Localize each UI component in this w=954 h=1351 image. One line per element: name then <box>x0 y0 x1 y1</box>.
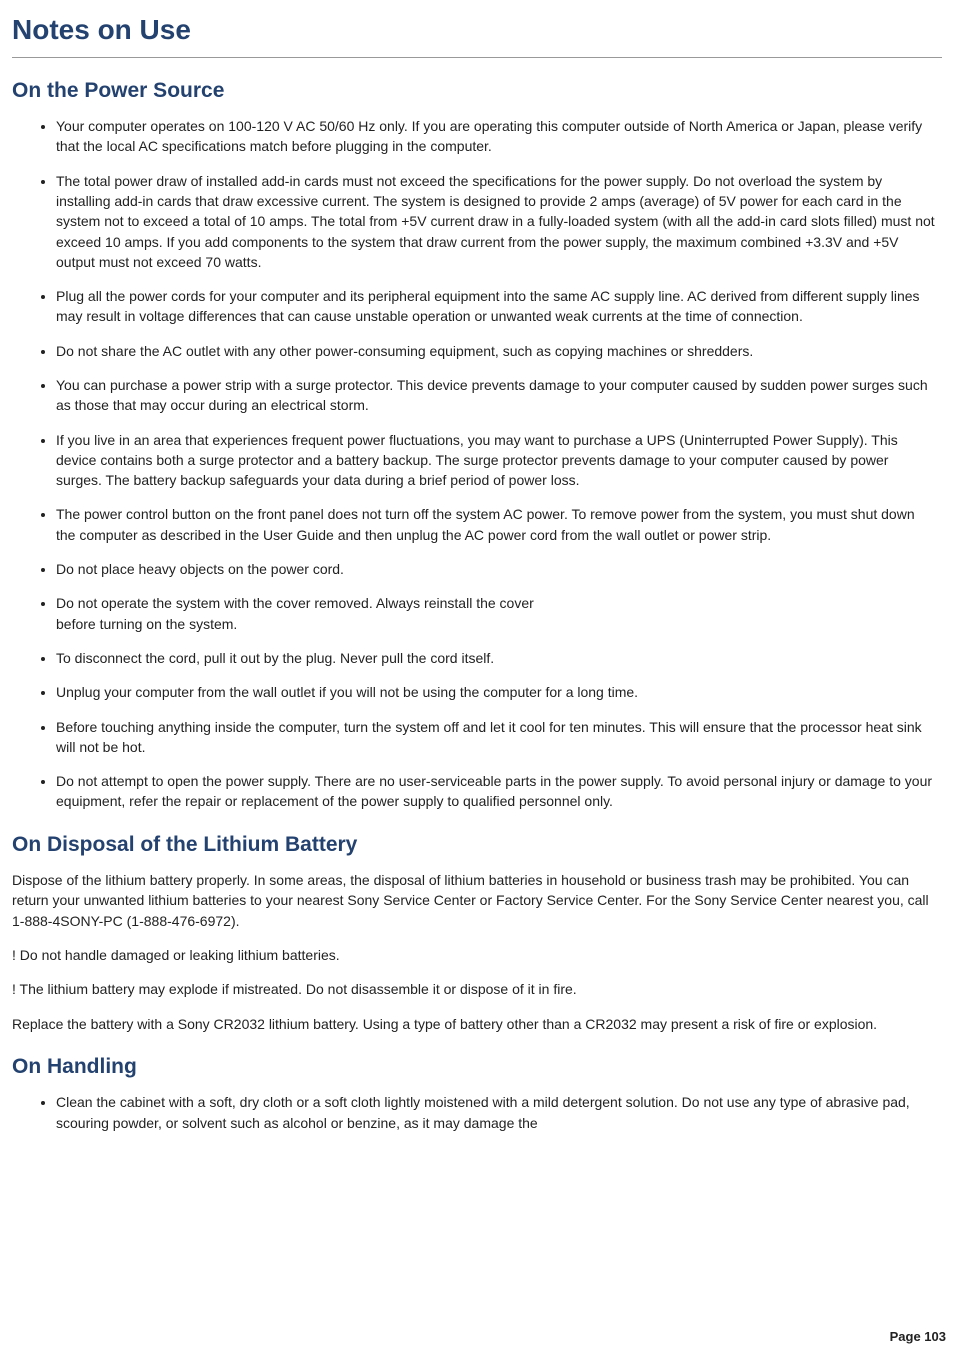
power-bullets: Your computer operates on 100-120 V AC 5… <box>12 116 942 812</box>
handling-bullets: Clean the cabinet with a soft, dry cloth… <box>12 1092 942 1133</box>
battery-para: Replace the battery with a Sony CR2032 l… <box>12 1014 942 1034</box>
section-heading-battery: On Disposal of the Lithium Battery <box>12 830 942 860</box>
list-item: Before touching anything inside the comp… <box>56 717 942 758</box>
list-item: To disconnect the cord, pull it out by t… <box>56 648 582 668</box>
section-heading-handling: On Handling <box>12 1052 942 1082</box>
list-item: Do not attempt to open the power supply.… <box>56 771 942 812</box>
page-title: Notes on Use <box>12 10 942 53</box>
list-item: Unplug your computer from the wall outle… <box>56 682 942 702</box>
battery-para: ! The lithium battery may explode if mis… <box>12 979 632 999</box>
list-item: You can purchase a power strip with a su… <box>56 375 942 416</box>
section-heading-power: On the Power Source <box>12 76 942 106</box>
battery-para: ! Do not handle damaged or leaking lithi… <box>12 945 942 965</box>
list-item: If you live in an area that experiences … <box>56 430 942 491</box>
list-item: Do not operate the system with the cover… <box>56 593 582 634</box>
list-item: Do not share the AC outlet with any othe… <box>56 341 942 361</box>
list-item: Do not place heavy objects on the power … <box>56 559 942 579</box>
list-item: The power control button on the front pa… <box>56 504 942 545</box>
battery-para: Dispose of the lithium battery properly.… <box>12 870 942 931</box>
list-item: Clean the cabinet with a soft, dry cloth… <box>56 1092 942 1133</box>
list-item: Your computer operates on 100-120 V AC 5… <box>56 116 942 157</box>
title-rule <box>12 57 942 58</box>
list-item: The total power draw of installed add-in… <box>56 171 942 272</box>
list-item: Plug all the power cords for your comput… <box>56 286 942 327</box>
page-number: Page 103 <box>890 1328 946 1347</box>
